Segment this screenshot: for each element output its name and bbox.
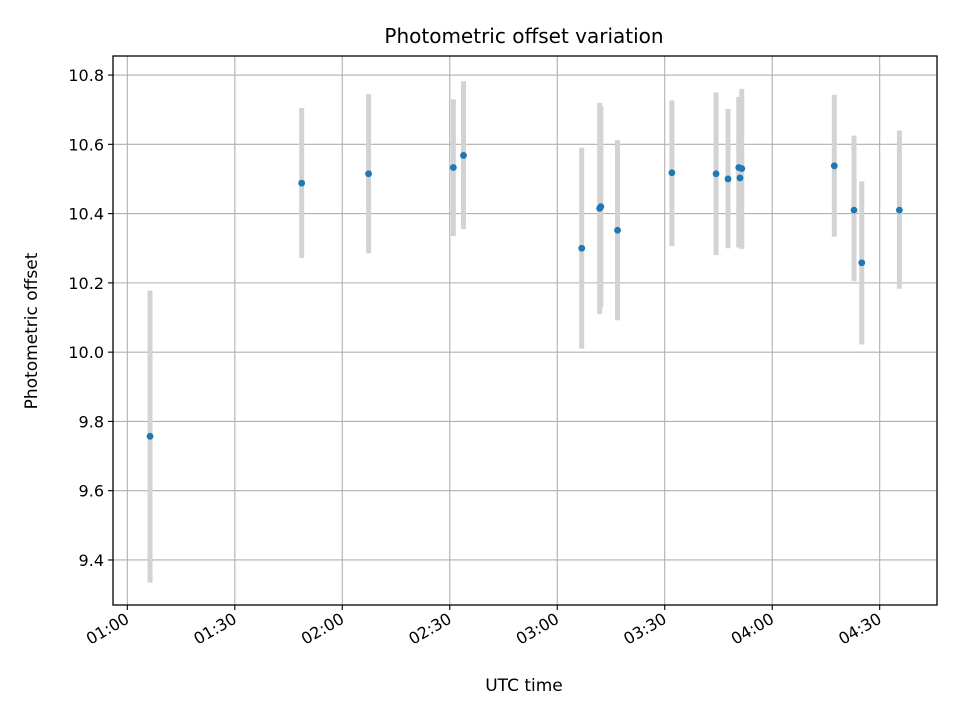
y-tick-label: 10.8 bbox=[68, 66, 104, 85]
data-point bbox=[146, 432, 154, 440]
data-point bbox=[668, 169, 676, 177]
data-point bbox=[365, 170, 372, 178]
data-point bbox=[858, 259, 866, 267]
y-tick-label: 10.2 bbox=[68, 274, 104, 293]
data-point bbox=[850, 206, 858, 214]
data-point bbox=[830, 162, 838, 170]
data-points bbox=[146, 152, 903, 440]
data-point bbox=[712, 170, 720, 178]
grid bbox=[113, 56, 937, 605]
y-tick-label: 10.0 bbox=[68, 343, 104, 362]
data-point bbox=[460, 152, 467, 159]
y-axis-label: Photometric offset bbox=[22, 252, 42, 409]
plot-frame bbox=[112, 55, 938, 606]
data-point bbox=[614, 226, 621, 234]
chart-title: Photometric offset variation bbox=[384, 24, 663, 48]
data-point bbox=[449, 164, 457, 171]
data-point bbox=[578, 244, 586, 252]
data-point bbox=[895, 206, 903, 214]
data-point bbox=[597, 203, 605, 211]
data-point bbox=[736, 174, 744, 182]
y-tick-label: 9.8 bbox=[79, 412, 104, 431]
y-tick-label: 9.4 bbox=[79, 551, 104, 570]
y-tick-label: 10.4 bbox=[68, 205, 104, 224]
y-tick-label: 9.6 bbox=[79, 482, 104, 501]
data-point bbox=[298, 179, 306, 187]
y-axis-ticks: 9.4 9.6 9.8 10.0 10.2 10.4 10.6 10.8 bbox=[68, 66, 113, 570]
y-tick-label: 10.6 bbox=[68, 135, 104, 154]
data-point bbox=[724, 175, 732, 183]
data-point bbox=[738, 165, 746, 172]
x-axis-label: UTC time bbox=[485, 676, 563, 696]
